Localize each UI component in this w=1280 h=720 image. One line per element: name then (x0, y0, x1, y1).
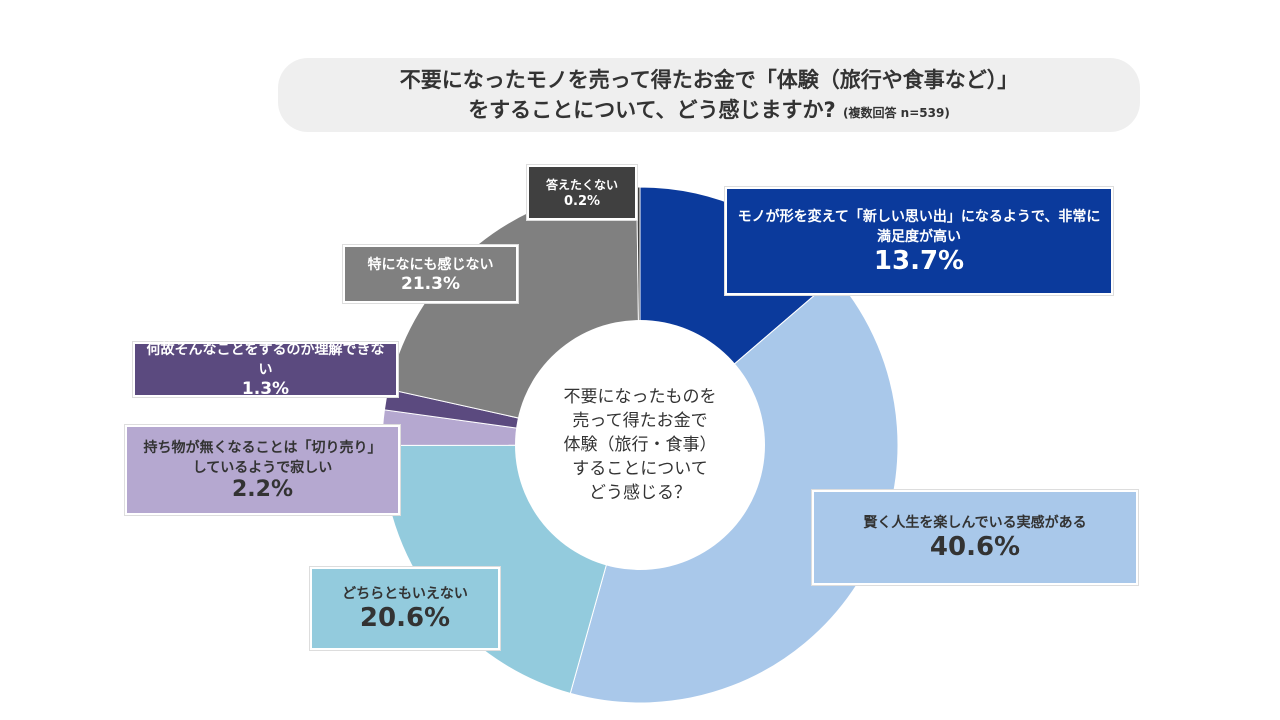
value-label: 21.3% (401, 273, 460, 294)
chart-title: 不要になったモノを売って得たお金で「体験（旅行や食事など）」 (399, 68, 1019, 92)
center-line: 不要になったものを (563, 387, 717, 407)
category-label: 答えたくない (545, 178, 618, 193)
donut-hole (515, 320, 765, 570)
category-label: 何故そんなことをするのか理解できない (146, 342, 385, 379)
value-label: 20.6% (359, 603, 451, 634)
center-line: 売って得たお金で (572, 411, 708, 431)
category-label: モノが形を変えて「新しい思い出」になるようで、非常に満足度が高い (737, 208, 1101, 245)
value-label: 40.6% (929, 532, 1021, 563)
center-line: 体験（旅行・食事） (563, 435, 717, 455)
chart-note: (複数回答 n=539) (843, 106, 950, 120)
slice-label: 答えたくない 0.2% (527, 165, 637, 220)
category-label: 賢く人生を楽しんでいる実感がある (863, 515, 1087, 532)
value-label: 1.3% (241, 379, 290, 400)
title-box: 不要になったモノを売って得たお金で「体験（旅行や食事など）」 をすることについて… (278, 58, 1140, 132)
slice-label: 賢く人生を楽しんでいる実感がある 40.6% (812, 490, 1138, 585)
category-label: どちらともいえない (342, 586, 468, 603)
center-line: することについて (572, 459, 708, 479)
center-text: 不要になったものを 売って得たお金で 体験（旅行・食事） することについて どう感じる？ (520, 385, 760, 505)
value-label: 13.7% (873, 245, 965, 276)
value-label: 0.2% (563, 194, 601, 210)
category-label: 特になにも感じない (367, 256, 494, 273)
category-label: 持ち物が無くなることは「切り売り」しているようで寂しい (143, 439, 382, 476)
slice-label: どちらともいえない 20.6% (310, 567, 500, 650)
chart-subtitle: をすることについて、どう感じますか? (468, 98, 836, 122)
slice-label: 何故そんなことをするのか理解できない 1.3% (133, 342, 398, 400)
slice-label: 持ち物が無くなることは「切り売り」しているようで寂しい 2.2% (125, 425, 400, 515)
slice-label: モノが形を変えて「新しい思い出」になるようで、非常に満足度が高い 13.7% (725, 187, 1113, 295)
slice-label: 特になにも感じない 21.3% (343, 245, 518, 303)
center-line: どう感じる？ (589, 483, 691, 503)
value-label: 2.2% (231, 476, 293, 502)
